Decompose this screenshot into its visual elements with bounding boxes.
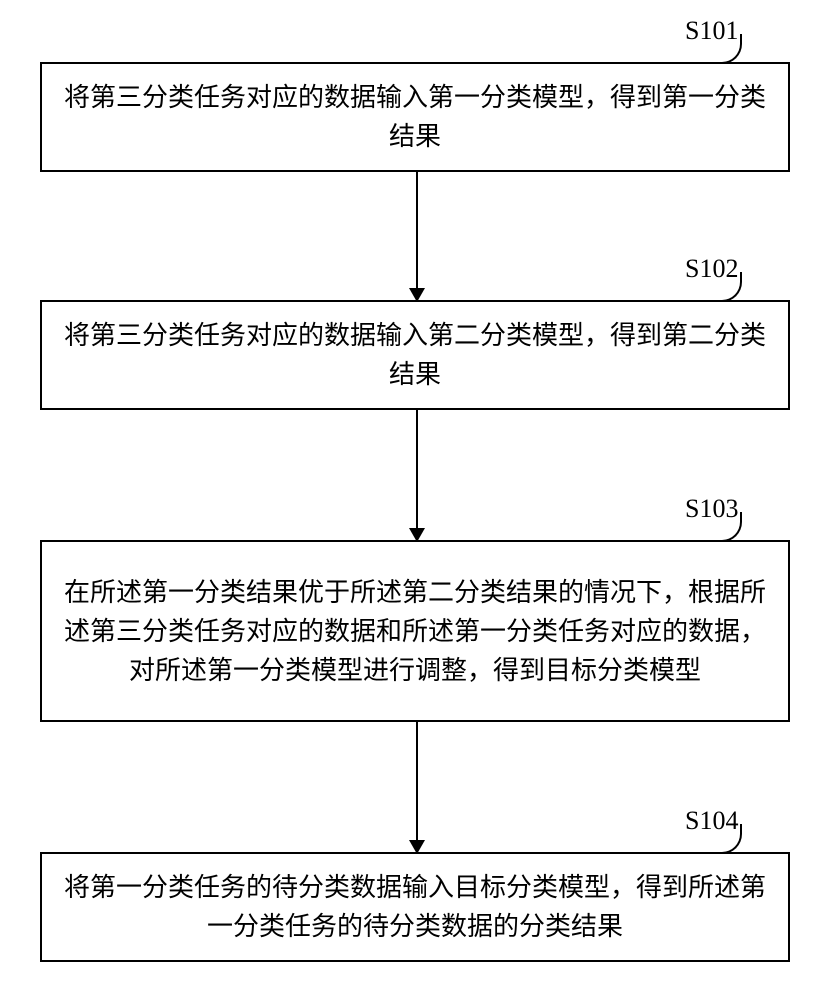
step-box-s103: 在所述第一分类结果优于所述第二分类结果的情况下，根据所述第三分类任务对应的数据和… — [40, 540, 790, 722]
step-text-s104: 将第一分类任务的待分类数据输入目标分类模型，得到所述第一分类任务的待分类数据的分… — [62, 868, 768, 946]
step-text-s103: 在所述第一分类结果优于所述第二分类结果的情况下，根据所述第三分类任务对应的数据和… — [62, 573, 768, 690]
connector-s101 — [672, 34, 742, 64]
step-text-s101: 将第三分类任务对应的数据输入第一分类模型，得到第一分类结果 — [62, 78, 768, 156]
flowchart-container: S101 将第三分类任务对应的数据输入第一分类模型，得到第一分类结果 S102 … — [0, 0, 834, 1000]
step-box-s101: 将第三分类任务对应的数据输入第一分类模型，得到第一分类结果 — [40, 62, 790, 172]
step-text-s102: 将第三分类任务对应的数据输入第二分类模型，得到第二分类结果 — [62, 316, 768, 394]
arrow-2 — [416, 410, 418, 540]
connector-s102 — [672, 272, 742, 302]
connector-s104 — [672, 824, 742, 854]
step-box-s102: 将第三分类任务对应的数据输入第二分类模型，得到第二分类结果 — [40, 300, 790, 410]
connector-s103 — [672, 512, 742, 542]
arrow-1 — [416, 172, 418, 300]
arrow-3 — [416, 722, 418, 852]
step-box-s104: 将第一分类任务的待分类数据输入目标分类模型，得到所述第一分类任务的待分类数据的分… — [40, 852, 790, 962]
